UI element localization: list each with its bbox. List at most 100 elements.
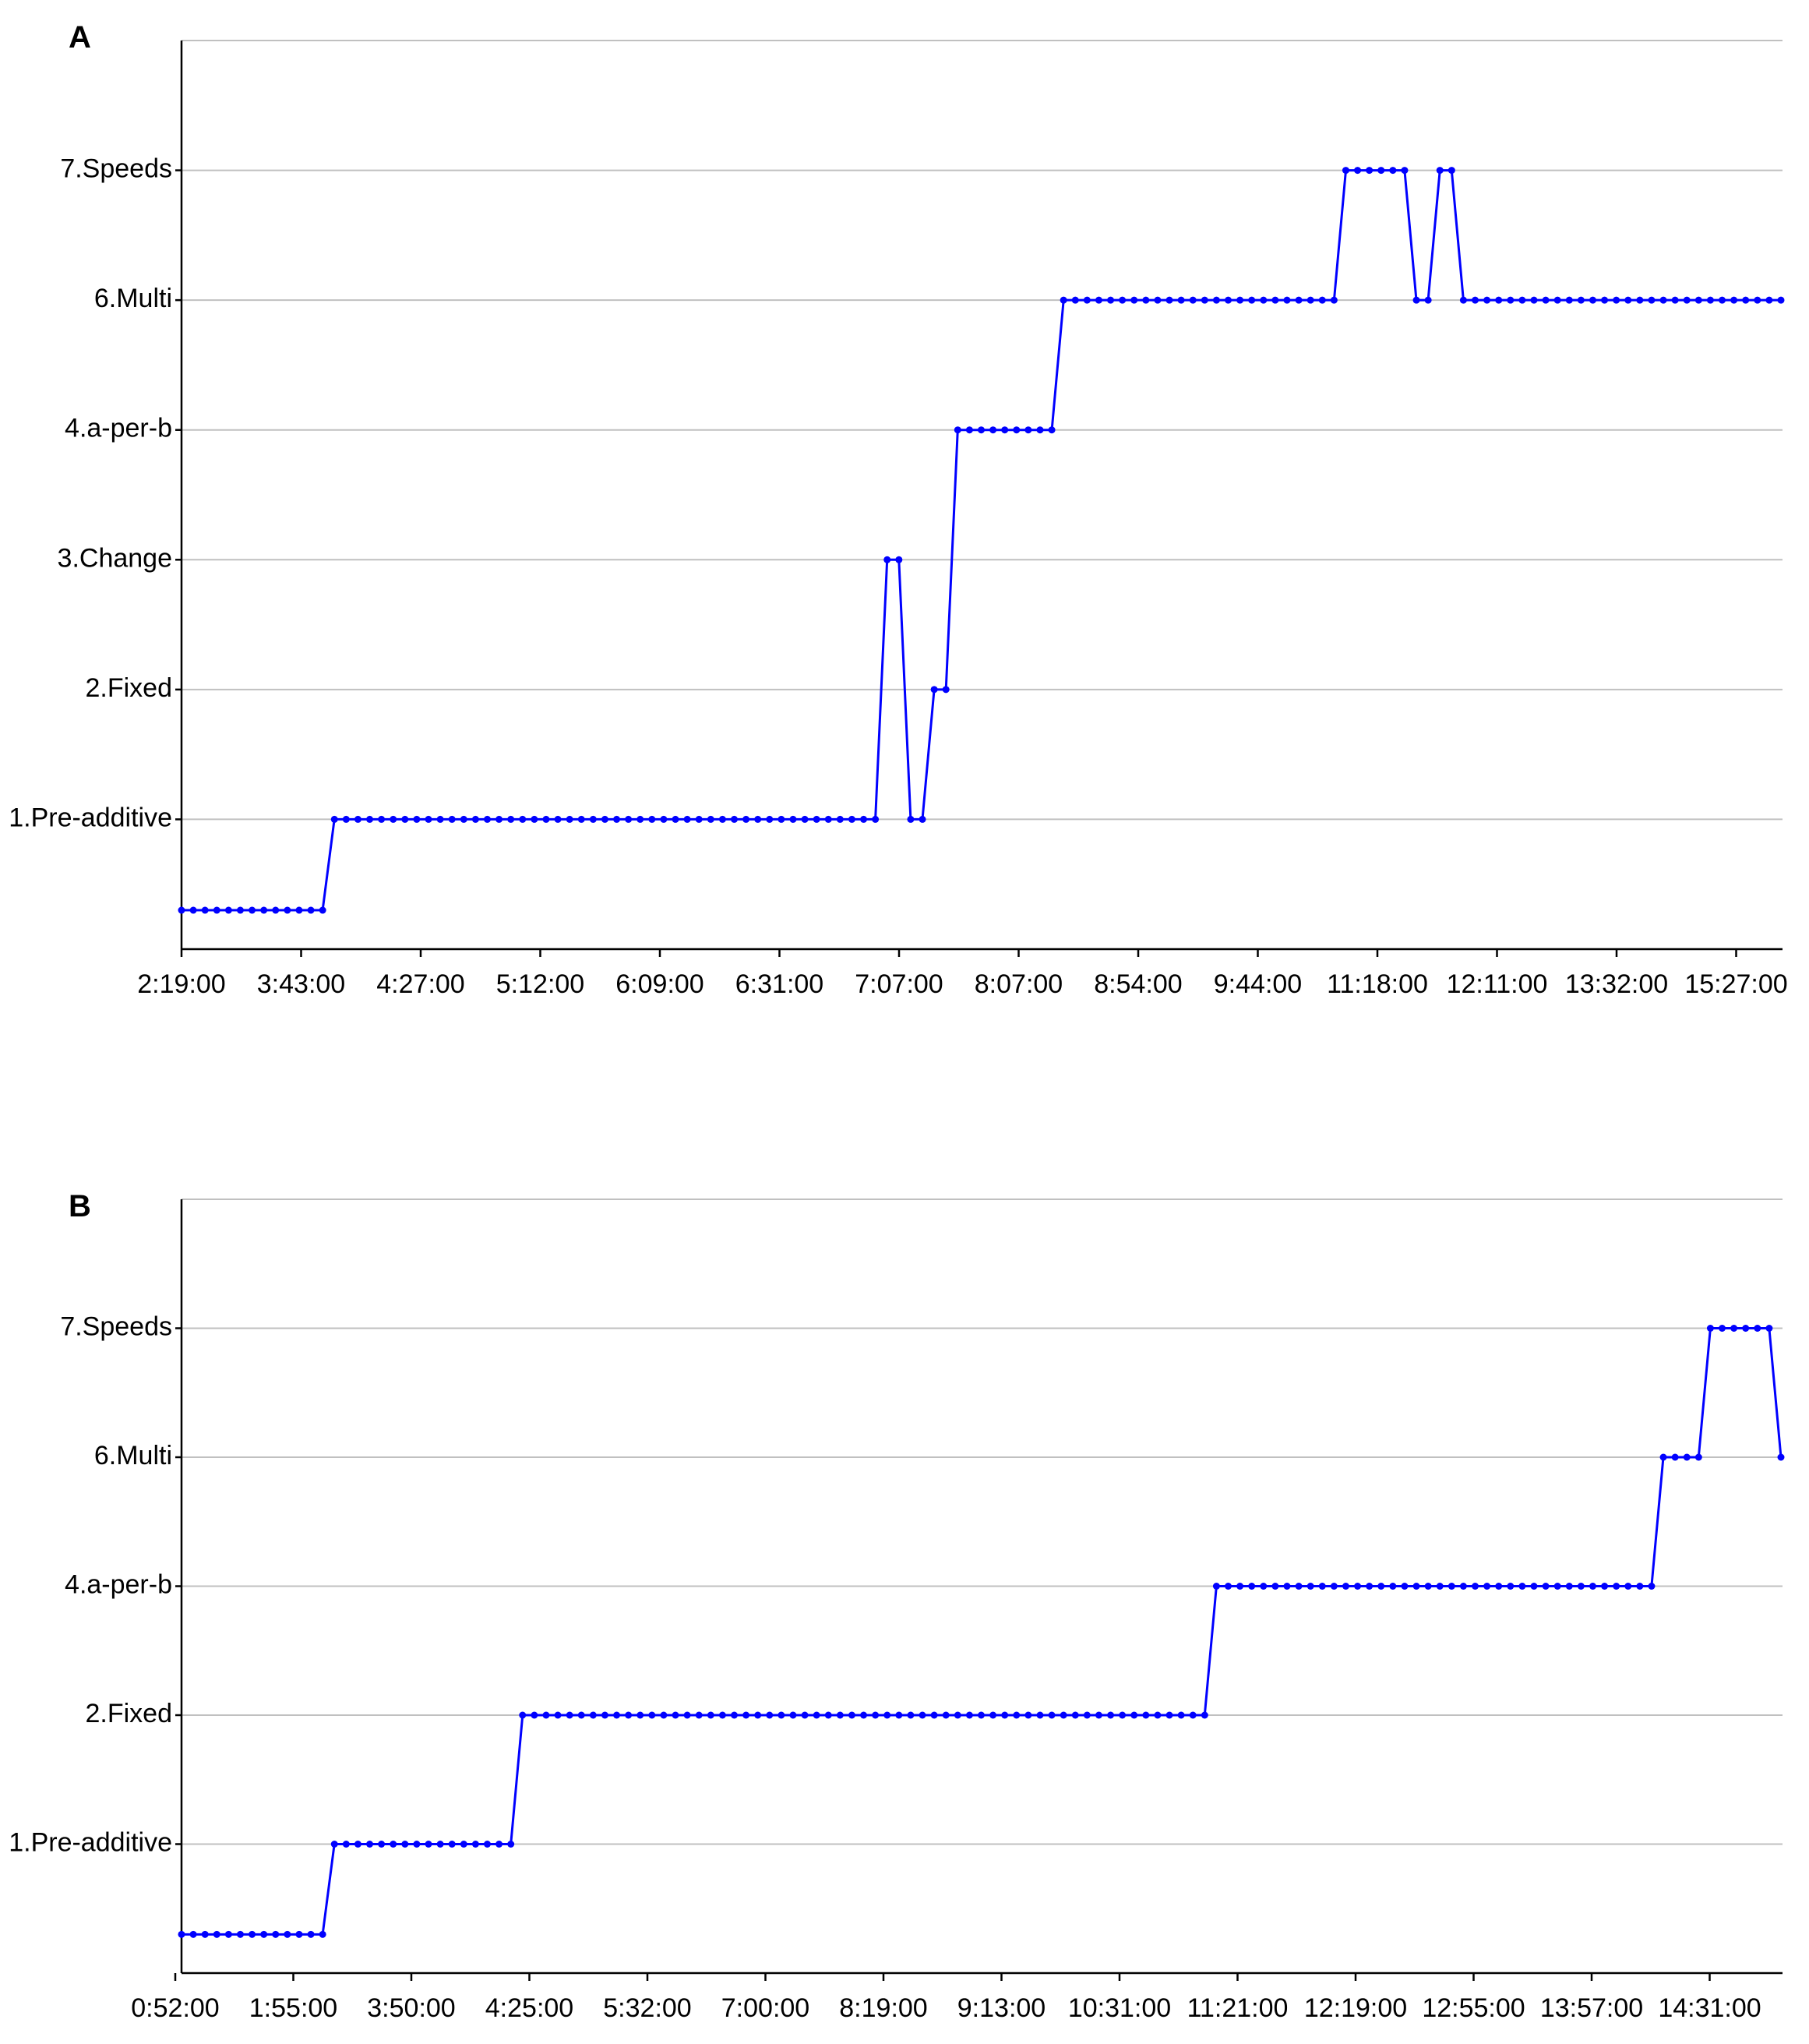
data-point <box>1295 1583 1303 1590</box>
data-point <box>625 1711 633 1719</box>
x-tick-label: 12:11:00 <box>1447 969 1548 999</box>
data-point <box>272 1930 280 1938</box>
data-point <box>342 1841 350 1848</box>
data-point <box>566 1711 573 1719</box>
data-point <box>201 906 209 914</box>
data-point <box>1083 296 1091 304</box>
data-point <box>460 815 467 823</box>
data-point <box>272 906 280 914</box>
data-point <box>1694 296 1702 304</box>
data-point <box>707 815 714 823</box>
data-point <box>1271 1583 1279 1590</box>
data-point <box>648 815 656 823</box>
data-point <box>848 1711 855 1719</box>
data-point <box>1530 1583 1538 1590</box>
data-point <box>1448 167 1455 175</box>
data-point <box>554 1711 562 1719</box>
x-tick-label: 6:09:00 <box>615 969 704 999</box>
data-point <box>1412 1583 1420 1590</box>
data-point <box>1248 1583 1256 1590</box>
data-point <box>1742 296 1750 304</box>
data-point <box>519 1711 527 1719</box>
data-point <box>354 1841 361 1848</box>
data-point <box>1225 296 1232 304</box>
data-point <box>189 1930 197 1938</box>
data-point <box>1306 296 1314 304</box>
data-point <box>284 906 291 914</box>
data-point <box>1083 1711 1091 1719</box>
data-point <box>1142 1711 1150 1719</box>
data-point <box>413 1841 421 1848</box>
data-point <box>531 815 538 823</box>
data-point <box>1389 167 1397 175</box>
data-point <box>1130 1711 1138 1719</box>
data-point <box>1071 1711 1079 1719</box>
data-point <box>1119 296 1127 304</box>
data-point <box>978 1711 985 1719</box>
data-point <box>1377 167 1385 175</box>
data-point <box>1013 1711 1021 1719</box>
data-point <box>483 1841 491 1848</box>
chart-b-svg: 1.Pre-additive 2.Fixed 4.a-per-b 6.Multi 7.S… <box>9 1199 1785 2023</box>
data-point <box>1283 1583 1291 1590</box>
data-point <box>1495 1583 1503 1590</box>
data-point <box>1507 1583 1515 1590</box>
data-point <box>718 1711 726 1719</box>
data-point <box>942 686 950 694</box>
data-point <box>1542 296 1550 304</box>
data-point <box>1048 1711 1056 1719</box>
data-point <box>1730 296 1738 304</box>
data-point <box>1354 1583 1362 1590</box>
data-point <box>1001 1711 1009 1719</box>
data-point <box>730 1711 738 1719</box>
data-point <box>1507 296 1515 304</box>
data-point <box>295 906 303 914</box>
data-point <box>789 1711 797 1719</box>
data-point <box>448 1841 456 1848</box>
data-point <box>965 1711 973 1719</box>
data-point <box>1706 1325 1714 1332</box>
data-point <box>542 815 550 823</box>
data-point <box>1330 296 1338 304</box>
data-point <box>366 815 374 823</box>
y-tick-label: 7.Speeds <box>60 154 172 184</box>
data-point <box>824 1711 832 1719</box>
x-tick-label: 13:57:00 <box>1540 1993 1643 2023</box>
data-point <box>1248 296 1256 304</box>
data-point <box>1495 296 1503 304</box>
data-point <box>1424 296 1432 304</box>
data-point <box>954 1711 961 1719</box>
data-point <box>718 815 726 823</box>
data-point <box>1260 1583 1268 1590</box>
data-point <box>1459 296 1467 304</box>
y-tick-label: 7.Speeds <box>60 1311 172 1341</box>
data-point <box>249 906 256 914</box>
data-point <box>742 1711 750 1719</box>
data-point <box>1013 426 1021 434</box>
x-tick-label: 15:27:00 <box>1684 969 1787 999</box>
x-tick-label: 12:55:00 <box>1422 1993 1525 2023</box>
data-point <box>824 815 832 823</box>
data-point <box>1719 1325 1726 1332</box>
data-point <box>801 1711 809 1719</box>
data-point <box>390 815 397 823</box>
data-point <box>1236 296 1244 304</box>
panel-label-b: B <box>69 1189 91 1223</box>
data-point <box>1601 296 1609 304</box>
x-tick-label: 8:07:00 <box>975 969 1063 999</box>
data-point <box>425 815 432 823</box>
data-point <box>1001 426 1009 434</box>
data-point <box>883 556 891 563</box>
data-point <box>836 815 844 823</box>
data-point <box>1765 296 1773 304</box>
data-point <box>672 815 679 823</box>
y-tick-label: 6.Multi <box>94 1441 172 1470</box>
data-point <box>1542 1583 1550 1590</box>
data-point <box>778 1711 785 1719</box>
y-tick-label: 4.a-per-b <box>65 414 172 443</box>
data-point <box>425 1841 432 1848</box>
data-point <box>401 1841 409 1848</box>
data-point <box>1024 426 1032 434</box>
data-point <box>766 1711 774 1719</box>
data-point <box>1107 1711 1115 1719</box>
